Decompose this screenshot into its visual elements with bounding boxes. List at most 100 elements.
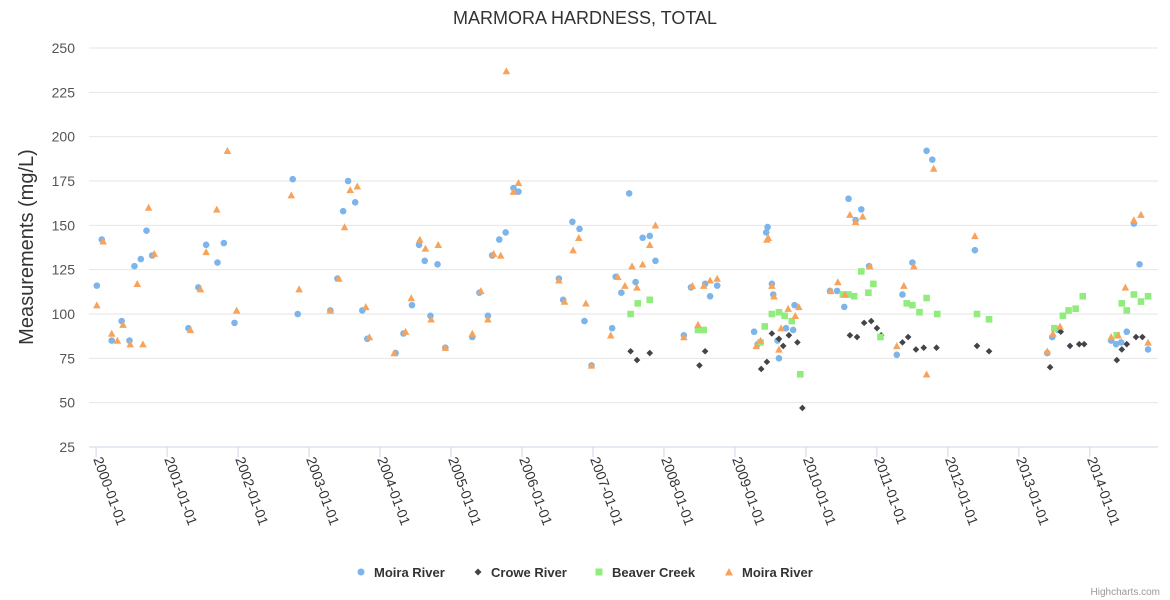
data-point[interactable] [287, 191, 296, 199]
data-point[interactable] [928, 156, 936, 164]
data-point[interactable] [502, 67, 511, 75]
data-point[interactable] [415, 235, 424, 243]
data-point[interactable] [186, 326, 195, 334]
data-point[interactable] [1057, 328, 1065, 336]
data-point[interactable] [916, 308, 923, 316]
data-point[interactable] [621, 281, 629, 289]
legend-item-moira-river-2[interactable]: Moira River [725, 565, 813, 580]
data-point[interactable] [651, 221, 660, 229]
data-point[interactable] [634, 300, 641, 307]
data-point[interactable] [903, 300, 911, 307]
data-point[interactable] [757, 365, 765, 373]
data-point[interactable] [232, 306, 241, 314]
data-point[interactable] [340, 223, 349, 231]
data-point[interactable] [150, 249, 159, 257]
data-point[interactable] [407, 294, 416, 302]
data-point[interactable] [781, 312, 788, 320]
data-point[interactable] [295, 285, 303, 293]
data-point[interactable] [701, 347, 709, 355]
data-point[interactable] [839, 291, 847, 298]
data-point[interactable] [761, 323, 769, 330]
data-point[interactable] [799, 404, 806, 412]
data-point[interactable] [1144, 292, 1152, 300]
data-point[interactable] [1072, 305, 1079, 312]
data-point[interactable] [108, 337, 116, 344]
data-point[interactable] [680, 333, 688, 341]
data-point[interactable] [696, 362, 703, 369]
data-point[interactable] [346, 186, 355, 194]
data-point[interactable] [434, 241, 443, 249]
data-point[interactable] [853, 333, 861, 341]
data-point[interactable] [652, 257, 659, 265]
data-point[interactable] [294, 310, 301, 318]
data-point[interactable] [1043, 347, 1052, 355]
data-point[interactable] [699, 281, 708, 289]
data-point[interactable] [1056, 322, 1064, 330]
data-point[interactable] [706, 276, 714, 284]
data-point[interactable] [867, 317, 875, 325]
data-point[interactable] [850, 292, 858, 300]
data-point[interactable] [625, 190, 633, 197]
data-point[interactable] [834, 278, 842, 286]
data-point[interactable] [107, 329, 116, 337]
data-point[interactable] [289, 175, 297, 183]
data-point[interactable] [390, 349, 399, 357]
data-point[interactable] [971, 232, 979, 240]
data-point[interactable] [912, 346, 920, 353]
data-point[interactable] [632, 278, 639, 286]
data-point[interactable] [139, 340, 147, 348]
data-point[interactable] [421, 244, 430, 252]
data-point[interactable] [362, 303, 370, 311]
data-point[interactable] [1130, 291, 1138, 298]
data-point[interactable] [688, 281, 697, 289]
data-point[interactable] [582, 299, 590, 307]
data-point[interactable] [495, 236, 503, 243]
data-point[interactable] [870, 280, 877, 288]
data-point[interactable] [851, 217, 860, 225]
data-point[interactable] [202, 241, 210, 249]
data-point[interactable] [833, 287, 841, 295]
data-point[interactable] [899, 339, 906, 346]
data-point[interactable] [434, 261, 441, 268]
data-point[interactable] [587, 361, 596, 369]
data-point[interactable] [909, 301, 916, 309]
data-point[interactable] [768, 310, 776, 318]
data-point[interactable] [231, 319, 238, 327]
legend-item-beaver-creek[interactable]: Beaver Creek [595, 565, 696, 580]
data-point[interactable] [133, 280, 142, 288]
data-point[interactable] [785, 331, 793, 339]
data-point[interactable] [339, 207, 347, 215]
legend-item-moira-river[interactable]: Moira River [357, 565, 445, 580]
data-point[interactable] [93, 301, 101, 309]
data-point[interactable] [794, 339, 801, 346]
data-point[interactable] [633, 356, 641, 364]
data-point[interactable] [1144, 346, 1152, 353]
data-point[interactable] [408, 301, 416, 309]
data-point[interactable] [569, 218, 576, 226]
data-point[interactable] [713, 274, 721, 282]
data-point[interactable] [1121, 283, 1130, 291]
data-point[interactable] [775, 335, 783, 343]
data-point[interactable] [646, 349, 654, 357]
data-point[interactable] [985, 347, 993, 355]
data-point[interactable] [143, 227, 150, 234]
data-point[interactable] [973, 310, 981, 318]
data-point[interactable] [608, 324, 616, 332]
data-point[interactable] [212, 205, 221, 213]
data-point[interactable] [782, 324, 790, 332]
data-point[interactable] [627, 347, 634, 355]
data-point[interactable] [923, 147, 930, 155]
data-point[interactable] [576, 225, 583, 233]
data-point[interactable] [865, 289, 872, 297]
data-point[interactable] [1117, 339, 1125, 346]
data-point[interactable] [900, 281, 908, 289]
data-point[interactable] [627, 310, 634, 318]
data-point[interactable] [933, 344, 940, 351]
data-point[interactable] [826, 287, 835, 295]
data-point[interactable] [441, 343, 450, 351]
data-point[interactable] [700, 326, 708, 334]
data-point[interactable] [1118, 300, 1126, 307]
data-point[interactable] [1139, 333, 1146, 341]
data-point[interactable] [569, 246, 577, 254]
data-point[interactable] [1144, 338, 1152, 346]
